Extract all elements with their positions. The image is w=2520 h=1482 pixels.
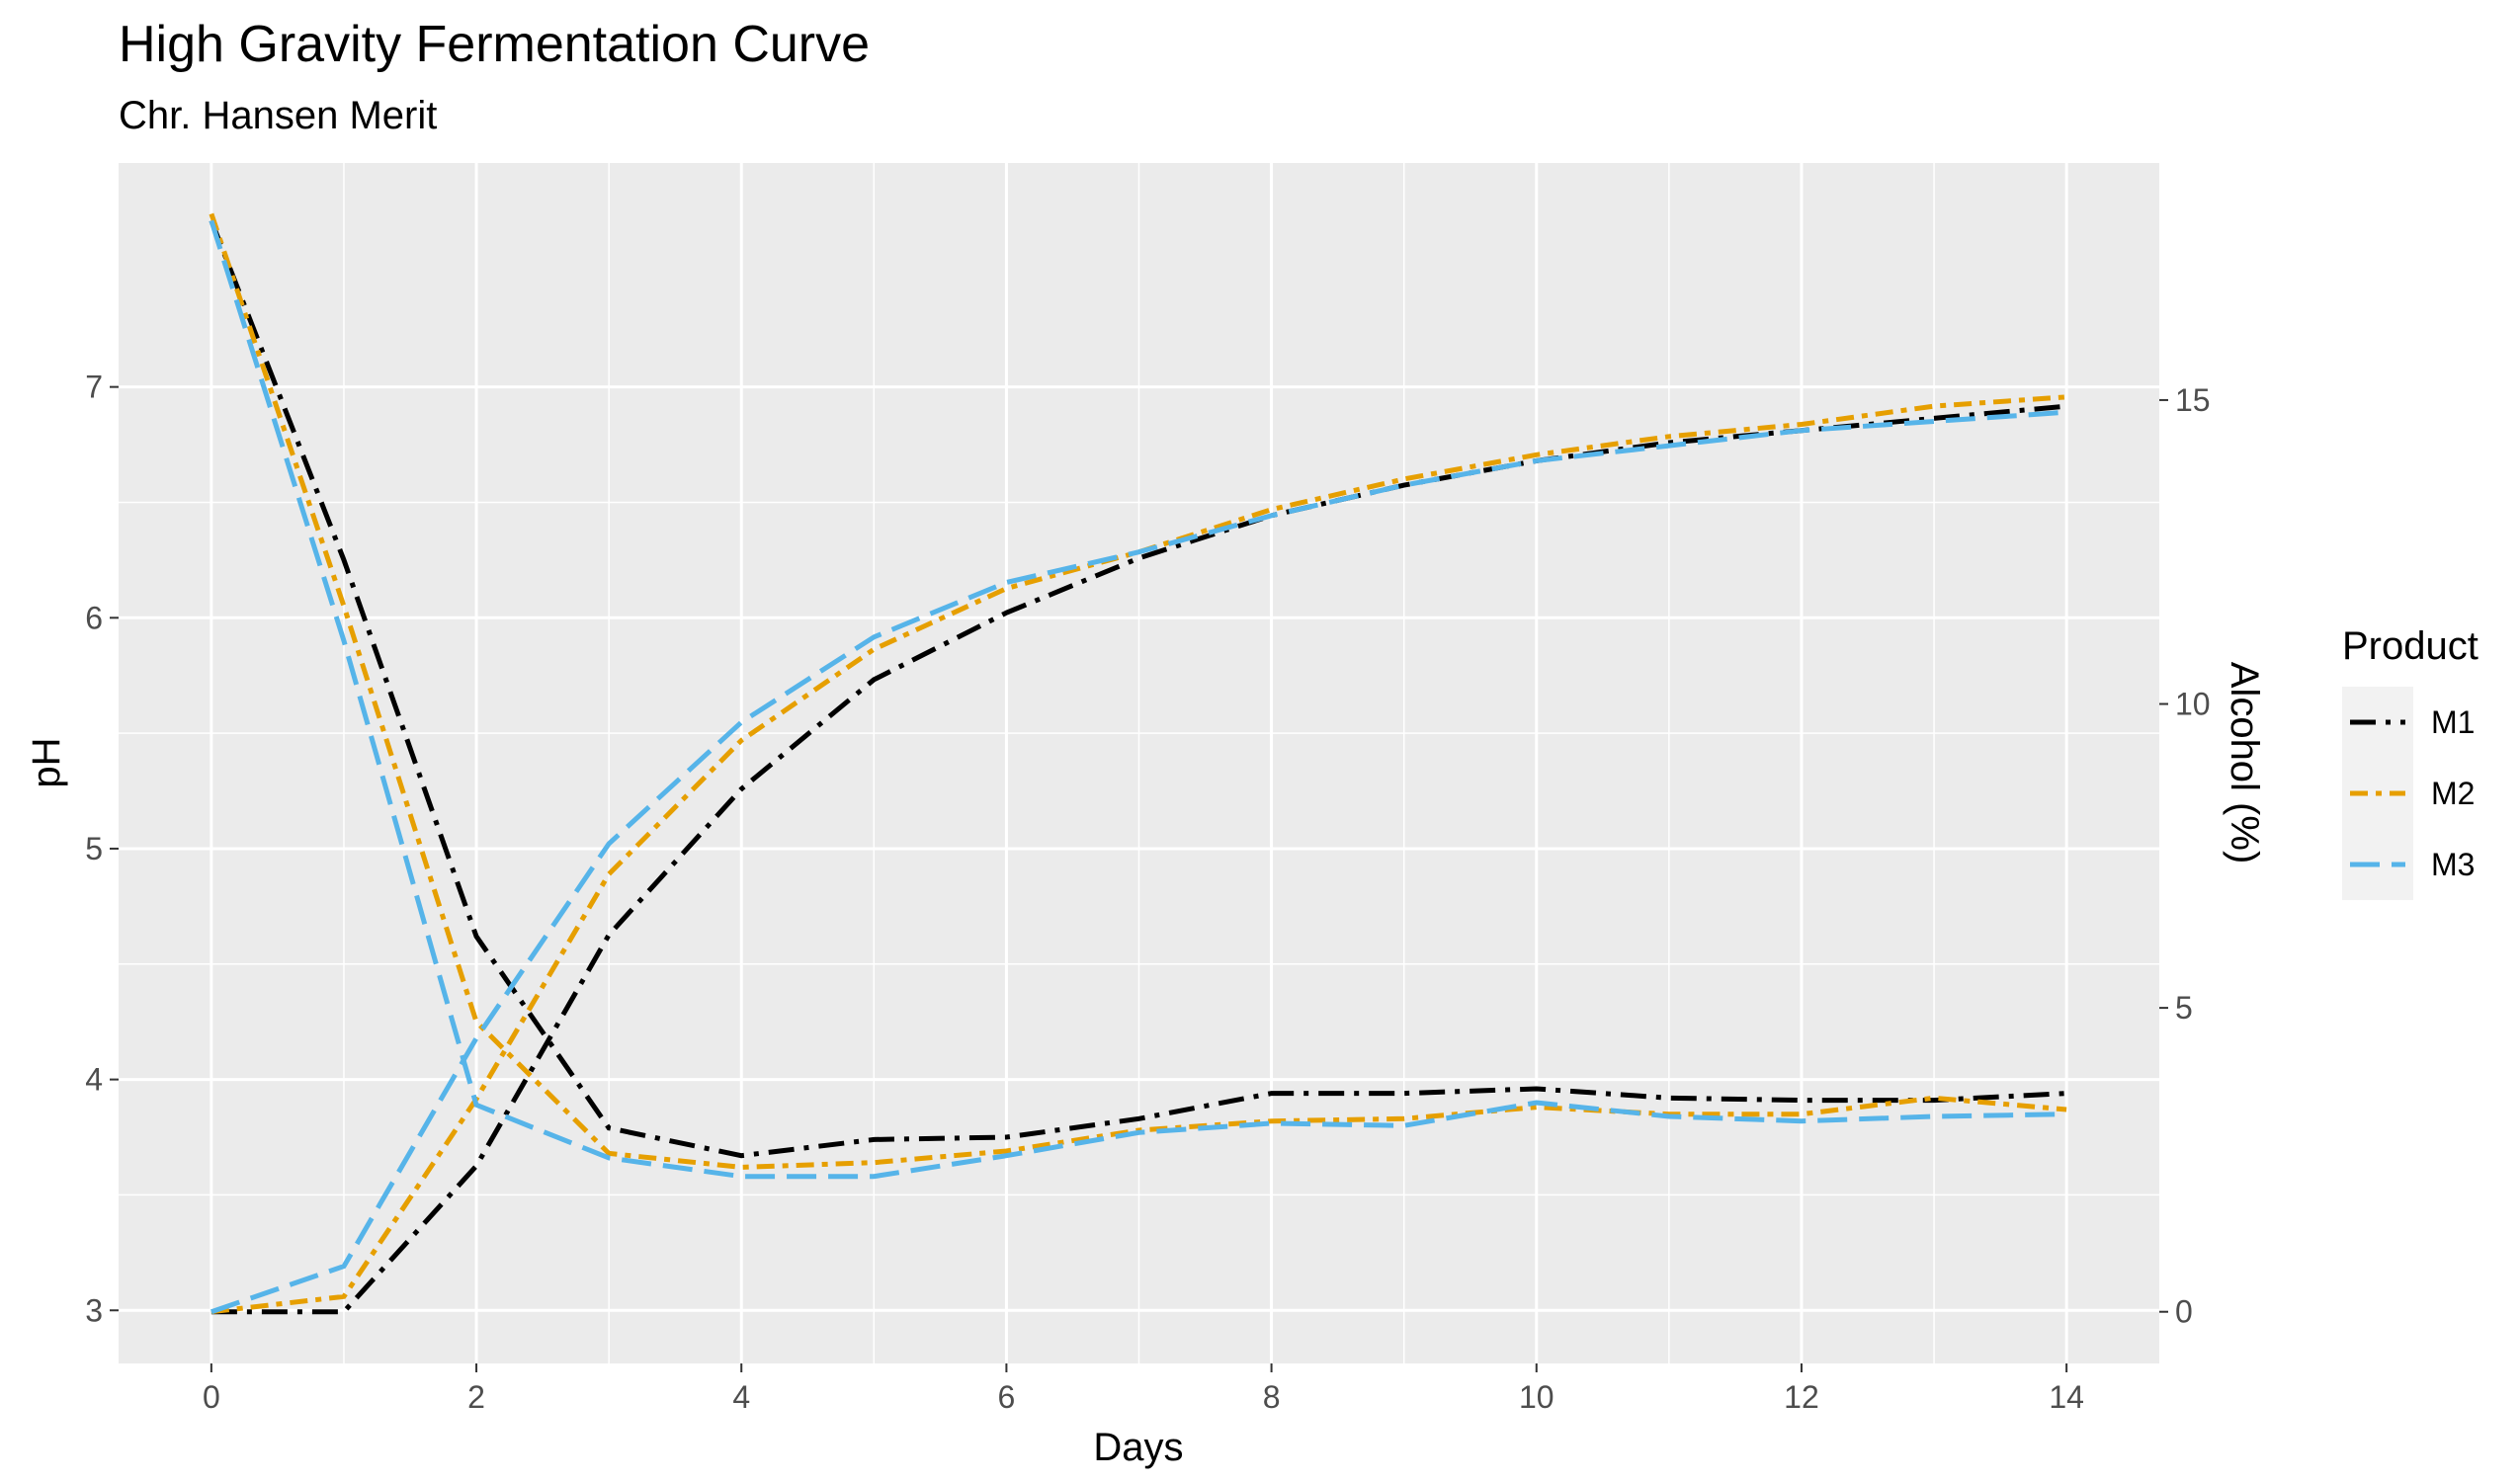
legend: Product M1 M2 M3 bbox=[2342, 624, 2478, 900]
series-ph-M3 bbox=[209, 219, 2067, 1180]
legend-title: Product bbox=[2342, 624, 2478, 668]
y-left-tick-label: 6 bbox=[85, 600, 103, 635]
x-tick-label: 10 bbox=[1519, 1379, 1554, 1415]
x-tick-label: 14 bbox=[2049, 1379, 2084, 1415]
y-left-tick-label: 7 bbox=[85, 370, 103, 405]
legend-label-M3: M3 bbox=[2431, 847, 2475, 882]
x-axis: 0 2 4 6 8 10 12 14 bbox=[203, 1363, 2084, 1415]
y-left-tick-label: 5 bbox=[85, 831, 103, 866]
legend-items: M1 M2 M3 bbox=[2342, 687, 2475, 900]
grid-major bbox=[119, 163, 2159, 1363]
x-tick-label: 4 bbox=[732, 1379, 750, 1415]
y-left-tick-label: 4 bbox=[85, 1062, 103, 1098]
x-axis-title: Days bbox=[1093, 1426, 1183, 1469]
x-tick-label: 6 bbox=[998, 1379, 1016, 1415]
chart-subtitle: Chr. Hansen Merit bbox=[119, 94, 437, 137]
y-right-tick-label: 10 bbox=[2175, 687, 2211, 722]
y-axis-left-title: pH bbox=[25, 737, 68, 787]
y-right-tick-label: 15 bbox=[2175, 382, 2211, 418]
y-right-tick-label: 5 bbox=[2175, 990, 2193, 1026]
y-axis-right: 0 5 10 15 bbox=[2159, 382, 2211, 1330]
y-axis-left: 3 4 5 6 7 bbox=[85, 370, 119, 1328]
series-layer bbox=[209, 212, 2067, 1315]
x-tick-label: 2 bbox=[467, 1379, 485, 1415]
grid-minor bbox=[119, 163, 2159, 1363]
y-left-tick-label: 3 bbox=[85, 1292, 103, 1328]
y-axis-right-title: Alcohol (%) bbox=[2223, 662, 2266, 864]
series-alcohol-M3 bbox=[210, 409, 2067, 1315]
x-tick-label: 8 bbox=[1263, 1379, 1281, 1415]
y-right-tick-label: 0 bbox=[2175, 1294, 2193, 1330]
series-ph-M1 bbox=[209, 219, 2067, 1159]
x-tick-label: 12 bbox=[1784, 1379, 1819, 1415]
legend-label-M1: M1 bbox=[2431, 704, 2475, 740]
x-tick-label: 0 bbox=[203, 1379, 220, 1415]
legend-label-M2: M2 bbox=[2431, 776, 2475, 811]
chart-title: High Gravity Fermentation Curve bbox=[119, 16, 870, 73]
